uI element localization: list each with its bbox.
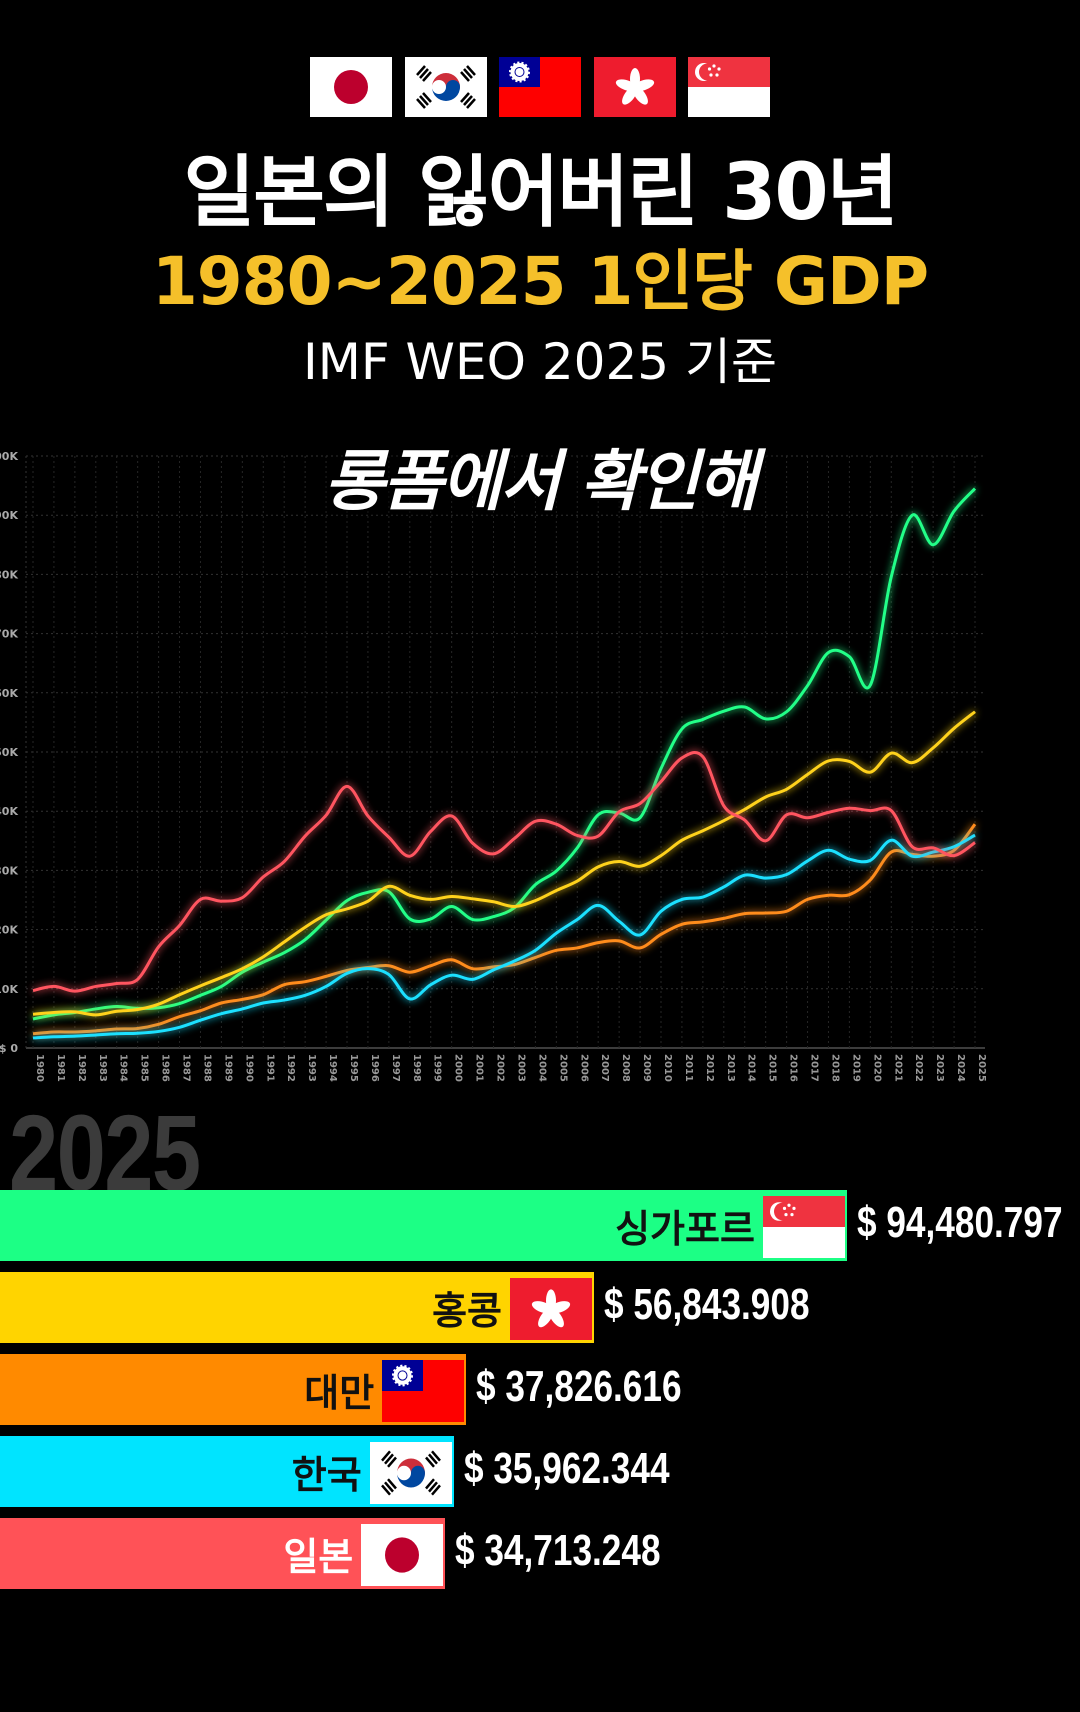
taiwan-flag-icon: [382, 1360, 465, 1422]
x-tick-label: 2013: [725, 1054, 736, 1082]
x-tick-label: 1982: [76, 1054, 87, 1082]
x-tick-label: 1988: [201, 1054, 212, 1082]
x-tick-label: 2002: [495, 1054, 506, 1082]
x-tick-label: 1992: [285, 1054, 296, 1082]
taiwan-flag-icon: [499, 57, 581, 117]
south-korea-flag-icon: [405, 57, 487, 117]
x-tick-label: 2008: [620, 1054, 631, 1082]
bar-value: $ 37,826.616: [476, 1362, 682, 1411]
y-tick-label: 70K: [0, 628, 18, 641]
y-tick-label: 60K: [0, 687, 18, 700]
y-tick-label: 20K: [0, 924, 18, 937]
singapore-flag-icon: [688, 57, 770, 117]
x-tick-label: 2017: [809, 1054, 820, 1082]
x-tick-label: 1994: [327, 1054, 338, 1082]
header-flags: [0, 57, 1080, 117]
bar-value: $ 94,480.797: [856, 1198, 1063, 1247]
x-tick-label: 2016: [788, 1054, 799, 1082]
x-tick-label: 2023: [934, 1054, 945, 1082]
bar-label: 일본: [283, 1535, 354, 1579]
x-tick-label: 2012: [704, 1054, 715, 1082]
x-tick-label: 2005: [557, 1054, 568, 1082]
x-tick-label: 1990: [243, 1054, 254, 1082]
x-tick-label: 1993: [306, 1054, 317, 1082]
y-tick-label: 90K: [0, 509, 18, 522]
x-tick-label: 1987: [181, 1054, 192, 1082]
japan-flag-icon: [361, 1524, 444, 1586]
bar-value: $ 56,843.908: [603, 1280, 810, 1329]
y-tick-label: 10K: [0, 983, 18, 996]
south-korea-flag-icon: [369, 1442, 452, 1504]
x-tick-label: 1991: [264, 1054, 275, 1082]
singapore-flag-icon: [762, 1196, 845, 1258]
x-tick-label: 2015: [767, 1054, 778, 1082]
x-tick-label: 2003: [515, 1054, 526, 1082]
series-line-japan: [32, 751, 976, 993]
y-tick-label: 40K: [0, 805, 18, 818]
y-tick-label: 30K: [0, 864, 18, 877]
x-tick-label: 1998: [411, 1054, 422, 1082]
x-tick-label: 1999: [432, 1054, 443, 1082]
x-tick-label: 1981: [55, 1054, 66, 1082]
bar-hong-kong: 홍콩 $ 56,843.908: [0, 1272, 810, 1343]
y-tick-label: 50K: [0, 746, 18, 759]
hong-kong-flag-icon: [509, 1278, 592, 1340]
x-tick-label: 1984: [118, 1054, 129, 1082]
x-tick-label: 2007: [599, 1054, 610, 1082]
bar-label: 한국: [291, 1453, 362, 1497]
bar-label: 홍콩: [432, 1289, 502, 1333]
y-tick-label: 100K: [0, 450, 18, 463]
y-tick-label: $ 0: [0, 1042, 18, 1055]
japan-flag-icon: [310, 57, 392, 117]
x-tick-label: 2011: [683, 1054, 694, 1082]
x-tick-label: 2022: [913, 1054, 924, 1082]
source-note: IMF WEO 2025 기준: [303, 333, 777, 391]
x-tick-label: 1986: [160, 1054, 171, 1082]
x-tick-label: 1989: [222, 1054, 233, 1082]
series-line-singapore: [32, 487, 977, 1021]
x-tick-label: 2000: [453, 1054, 464, 1082]
y-tick-label: 80K: [0, 568, 18, 581]
bar-label: 대만: [304, 1371, 375, 1415]
bar-south-korea: 한국 $ 35,962.344: [0, 1436, 669, 1507]
page-subtitle: 1980~2025 1인당 GDP: [151, 243, 929, 320]
x-tick-label: 2001: [474, 1054, 485, 1082]
x-tick-label: 2010: [662, 1054, 673, 1082]
x-tick-label: 2004: [536, 1054, 547, 1082]
series-line-hong-kong: [32, 710, 976, 1017]
series-line-south-korea: [32, 833, 976, 1040]
x-tick-label: 2014: [746, 1054, 757, 1082]
line-chart: $ 0 10K 20K 30K 40K 50K 60K 70K 80K 90K 100K 1980 19…: [0, 450, 987, 1082]
bar-taiwan: 대만 $ 37,826.616: [0, 1354, 682, 1425]
hong-kong-flag-icon: [594, 57, 676, 117]
bar-value: $ 35,962.344: [463, 1444, 670, 1493]
x-tick-label: 2009: [641, 1054, 652, 1082]
bar-value: $ 34,713.248: [455, 1526, 661, 1575]
x-tick-label: 1996: [369, 1054, 380, 1082]
bar-label: 싱가포르: [615, 1207, 755, 1251]
x-tick-label: 2024: [955, 1054, 966, 1082]
x-tick-label: 2021: [892, 1054, 903, 1082]
x-tick-label: 1980: [34, 1054, 45, 1082]
page-title: 일본의 잃어버린 30년: [183, 148, 899, 238]
x-tick-label: 1983: [97, 1054, 108, 1082]
x-tick-label: 2018: [829, 1054, 840, 1082]
x-tick-label: 2025: [976, 1054, 987, 1082]
x-tick-label: 2020: [871, 1054, 882, 1082]
bar-japan: 일본 $ 34,713.248: [0, 1518, 661, 1589]
x-tick-label: 1997: [390, 1054, 401, 1082]
x-tick-label: 1985: [139, 1054, 150, 1082]
x-tick-label: 1995: [348, 1054, 359, 1082]
bar-singapore: 싱가포르 $ 94,480.797: [0, 1190, 1062, 1261]
overlay-caption: 롱폼에서 확인해: [323, 443, 758, 520]
x-tick-label: 2006: [578, 1054, 589, 1082]
x-tick-label: 2019: [850, 1054, 861, 1082]
